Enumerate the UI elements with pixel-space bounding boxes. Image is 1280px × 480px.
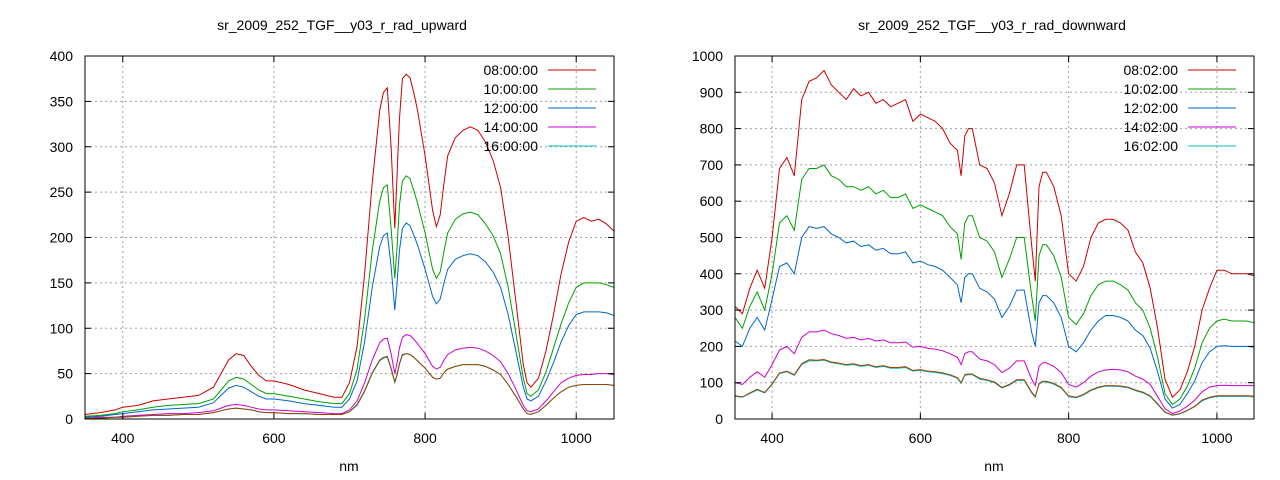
y-tick-label: 600 [700,193,724,209]
legend-entry-label: 08:00:00 [484,62,539,78]
downward-radiance-chart: sr_2009_252_TGF__y03_r_rad_downward nm 4… [692,17,1255,474]
y-tick-label: 300 [700,302,724,318]
chart-title-upward: sr_2009_252_TGF__y03_r_rad_upward [217,17,467,33]
series-line-1 [734,164,1255,406]
y-tick-label: 400 [700,266,724,282]
x-tick-label: 600 [909,430,933,446]
x-tick-label: 400 [760,430,784,446]
y-tick-label: 100 [50,320,74,336]
series-line-4 [85,353,615,419]
y-tick-label: 800 [700,121,724,137]
series-line-0 [84,73,615,415]
series-line-2 [734,226,1255,409]
x-tick-label: 400 [111,430,135,446]
x-tick-label: 1000 [561,430,592,446]
y-tick-label: 0 [65,411,73,427]
y-tick-label: 200 [50,230,74,246]
x-tick-label: 800 [413,430,437,446]
series-line-4 [734,359,1255,416]
x-tick-label: 800 [1057,430,1081,446]
x-axis-label-downward: nm [984,458,1003,474]
y-tick-label: 0 [715,411,723,427]
series-line-5 [85,353,615,419]
series-line-3 [734,329,1254,415]
series-line-1 [84,175,615,417]
y-tick-label: 50 [57,366,73,382]
y-tick-label: 400 [50,48,74,64]
y-tick-label: 250 [50,184,74,200]
legend-entry-label: 10:00:00 [484,81,539,97]
legend-entry-label: 14:02:00 [1124,119,1179,135]
y-tick-label: 350 [50,93,74,109]
y-tick-label: 500 [700,230,724,246]
y-tick-label: 150 [50,275,74,291]
series-line-2 [84,222,615,418]
y-tick-label: 100 [700,375,724,391]
y-tick-label: 700 [700,157,724,173]
legend-entry-label: 08:02:00 [1124,62,1179,78]
y-tick-label: 200 [700,338,724,354]
legend-entry-label: 12:00:00 [484,100,539,116]
y-tick-label: 300 [50,139,74,155]
legend-entry-label: 16:02:00 [1124,138,1179,154]
series-line-3 [84,334,615,419]
x-tick-label: 600 [262,430,286,446]
legend-entry-label: 12:02:00 [1124,100,1179,116]
series-line-5 [734,358,1255,416]
legend-entry-label: 10:02:00 [1124,81,1179,97]
y-tick-label: 1000 [692,48,723,64]
upward-radiance-chart: sr_2009_252_TGF__y03_r_rad_upward nm 400… [50,17,615,474]
x-tick-label: 1000 [1201,430,1232,446]
y-tick-label: 900 [700,84,724,100]
legend-entry-label: 16:00:00 [484,138,539,154]
series-line-0 [734,69,1255,399]
chart-title-downward: sr_2009_252_TGF__y03_r_rad_downward [858,17,1126,33]
x-axis-label-upward: nm [339,458,358,474]
legend-entry-label: 14:00:00 [484,119,539,135]
